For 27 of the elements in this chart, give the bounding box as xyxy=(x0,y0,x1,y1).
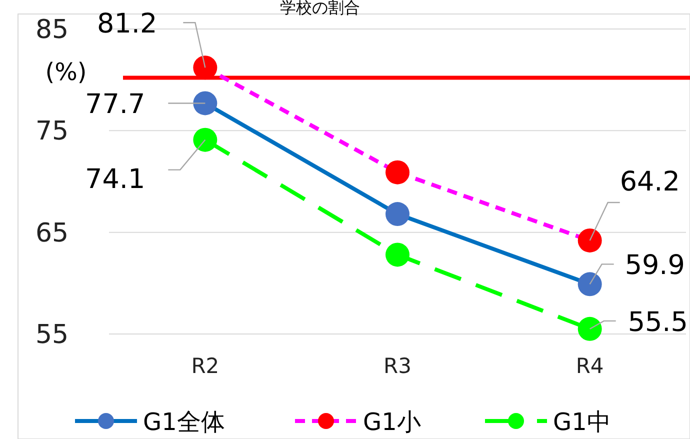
legend-label: G1小 xyxy=(363,408,421,436)
point xyxy=(193,128,218,152)
x-tick-label: R4 xyxy=(576,354,604,378)
point xyxy=(193,56,218,80)
data-label: 74.1 xyxy=(85,164,146,195)
point xyxy=(193,91,218,116)
chart-title: 学校の割合 xyxy=(280,0,360,17)
point xyxy=(578,228,602,252)
y-axis-title: (%) xyxy=(45,58,87,86)
y-tick-label: 55 xyxy=(35,320,69,350)
data-label: 64.2 xyxy=(620,166,680,198)
legend-label: G1全体 xyxy=(143,408,225,436)
point xyxy=(386,242,410,267)
data-label: 81.2 xyxy=(97,8,158,40)
data-label: 59.9 xyxy=(624,250,685,282)
y-tick-label: 75 xyxy=(35,116,69,147)
y-tick-label: 85 xyxy=(35,15,69,45)
point xyxy=(578,316,602,341)
data-label: 77.7 xyxy=(85,89,146,120)
point xyxy=(386,160,410,184)
point xyxy=(386,202,410,226)
data-label: 55.5 xyxy=(628,306,688,338)
point xyxy=(578,272,602,296)
x-tick-label: R2 xyxy=(191,354,220,378)
y-tick-label: 65 xyxy=(35,218,69,248)
x-tick-label: R3 xyxy=(384,354,412,378)
legend-label: G1中 xyxy=(553,408,611,436)
